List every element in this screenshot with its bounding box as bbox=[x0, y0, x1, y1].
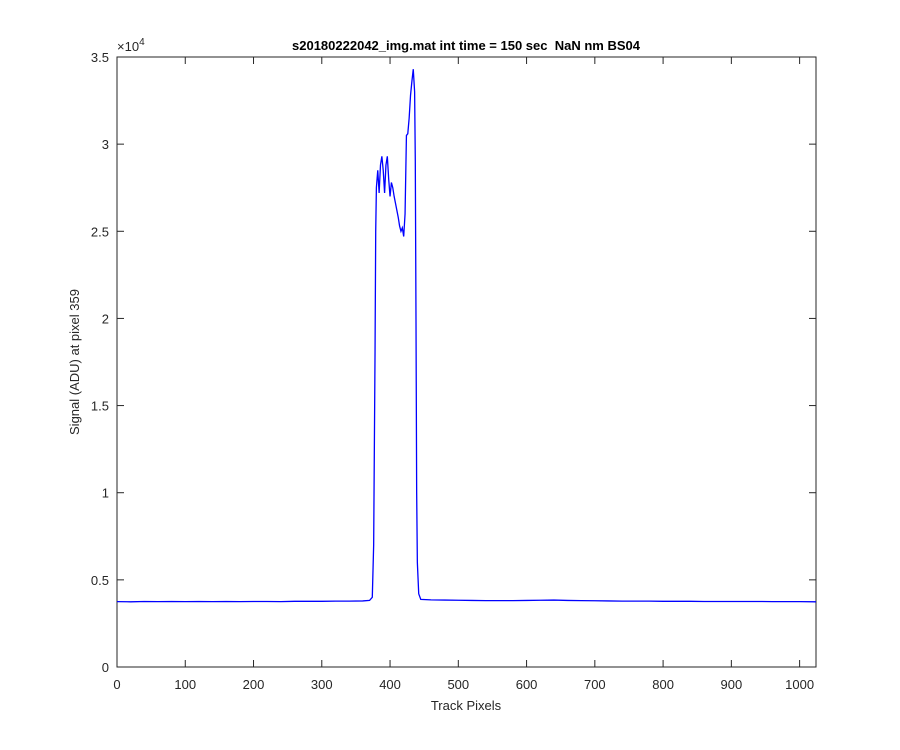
y-tick-label: 0 bbox=[102, 660, 109, 675]
y-tick-label: 0.5 bbox=[91, 573, 109, 588]
y-tick-label: 3.5 bbox=[91, 50, 109, 65]
x-tick-label: 200 bbox=[243, 677, 265, 692]
x-tick-label: 0 bbox=[113, 677, 120, 692]
y-tick-label: 2.5 bbox=[91, 224, 109, 239]
x-axis-label: Track Pixels bbox=[431, 698, 502, 713]
x-tick-label: 100 bbox=[174, 677, 196, 692]
y-tick-label: 2 bbox=[102, 311, 109, 326]
y-tick-label: 3 bbox=[102, 137, 109, 152]
plot-area bbox=[116, 56, 817, 668]
data-line bbox=[116, 69, 817, 603]
x-tick-label: 900 bbox=[721, 677, 743, 692]
y-multiplier-exp: 4 bbox=[139, 37, 145, 48]
x-tick-label: 800 bbox=[652, 677, 674, 692]
x-tick-label: 600 bbox=[516, 677, 538, 692]
y-tick-label: 1.5 bbox=[91, 399, 109, 414]
x-tick-label: 300 bbox=[311, 677, 333, 692]
x-tick-label: 700 bbox=[584, 677, 606, 692]
y-multiplier: ×104 bbox=[117, 37, 145, 54]
x-tick-label: 400 bbox=[379, 677, 401, 692]
x-tick-label: 1000 bbox=[785, 677, 814, 692]
y-multiplier-base: ×10 bbox=[117, 39, 139, 54]
x-tick-label: 500 bbox=[447, 677, 469, 692]
y-tick-label: 1 bbox=[102, 486, 109, 501]
chart-title: s20180222042_img.mat int time = 150 sec … bbox=[292, 38, 641, 53]
y-axis-label: Signal (ADU) at pixel 359 bbox=[67, 289, 82, 435]
